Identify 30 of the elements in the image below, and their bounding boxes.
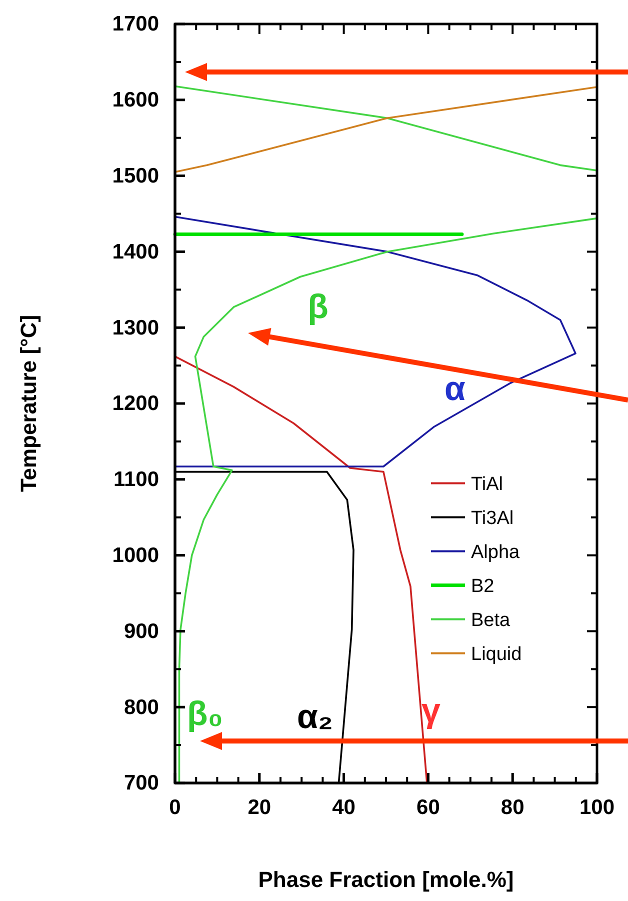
y-tick-label: 700 <box>124 772 159 795</box>
annotation: β <box>308 288 328 326</box>
legend-label: Ti3Al <box>471 508 514 530</box>
x-tick-label: 60 <box>416 796 440 819</box>
annotation: β₀ <box>186 695 224 733</box>
legend-label: Beta <box>471 610 511 632</box>
legend-label: TiAl <box>471 474 504 496</box>
y-tick-label: 1600 <box>112 88 159 112</box>
annotation: α₂ <box>296 698 334 736</box>
y-axis-title: Temperature [°C] <box>16 314 41 492</box>
legend-label: B2 <box>471 576 494 598</box>
y-tick-label: 1400 <box>112 240 159 264</box>
legend-label: Alpha <box>471 542 520 564</box>
x-tick-label: 0 <box>169 796 181 819</box>
annotation: γ <box>422 692 441 730</box>
y-tick-label: 1300 <box>112 316 159 340</box>
y-tick-label: 1000 <box>112 544 159 568</box>
x-tick-label: 80 <box>500 796 524 819</box>
y-tick-label: 1500 <box>112 164 159 188</box>
x-tick-label: 100 <box>579 796 615 819</box>
y-tick-label: 900 <box>124 620 159 643</box>
x-axis-title: Phase Fraction [mole.%] <box>258 867 514 892</box>
y-tick-label: 800 <box>124 696 159 719</box>
x-tick-label: 20 <box>248 796 272 819</box>
legend-label: Liquid <box>471 644 522 666</box>
y-tick-label: 1700 <box>112 12 159 36</box>
y-tick-label: 1100 <box>113 468 159 492</box>
x-tick-label: 40 <box>332 796 356 819</box>
annotation: α <box>444 370 466 408</box>
y-tick-label: 1200 <box>112 392 159 416</box>
